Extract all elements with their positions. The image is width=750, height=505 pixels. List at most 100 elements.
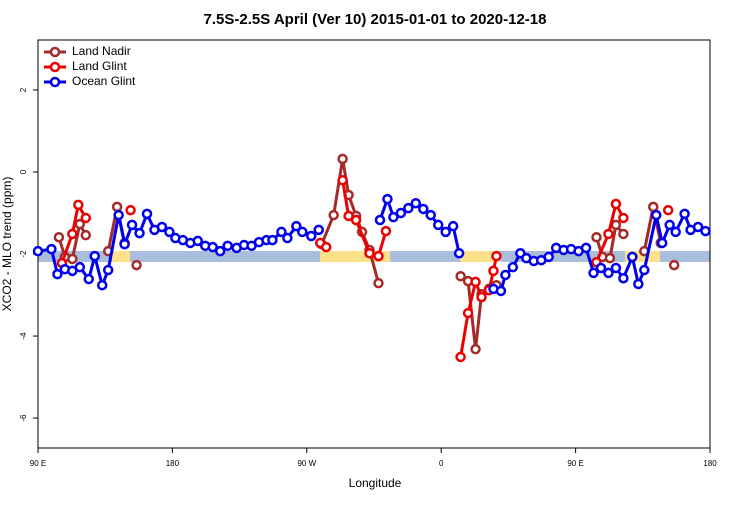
data-point — [664, 219, 675, 231]
data-point — [382, 193, 393, 205]
data-point — [447, 220, 459, 232]
data-point — [164, 226, 175, 238]
data-point — [507, 261, 519, 273]
data-point — [453, 247, 465, 259]
data-point — [425, 209, 436, 221]
data-point — [668, 259, 680, 271]
data-point — [692, 221, 704, 233]
data-point — [588, 267, 599, 279]
data-point — [320, 241, 332, 253]
legend-marker — [49, 76, 61, 88]
data-point — [134, 227, 145, 239]
data-point — [580, 242, 592, 254]
data-point — [618, 272, 629, 284]
data-point — [125, 204, 136, 216]
data-point — [618, 212, 629, 224]
data-point — [648, 201, 659, 213]
data-point — [89, 250, 100, 262]
data-point — [679, 208, 690, 220]
data-point — [476, 291, 487, 303]
data-point — [591, 231, 602, 243]
data-point — [111, 201, 123, 213]
data-point — [610, 219, 622, 231]
data-point — [670, 226, 681, 238]
series-line — [62, 180, 668, 357]
legend-label: Land Glint — [72, 59, 127, 73]
data-point — [639, 264, 650, 276]
x-tick-label: 0 — [439, 459, 444, 468]
data-point — [610, 198, 622, 210]
data-point — [297, 226, 308, 238]
data-point — [52, 268, 63, 280]
reference-band-segment — [320, 251, 390, 262]
x-tick-label: 90 E — [567, 459, 583, 468]
data-point — [53, 231, 65, 243]
data-point — [156, 221, 168, 233]
legend-marker — [49, 61, 61, 73]
data-point — [141, 208, 153, 220]
reference-band-segment — [625, 251, 660, 262]
data-point — [543, 251, 554, 263]
y-tick-label: -4 — [19, 332, 28, 340]
data-point — [455, 351, 466, 363]
data-point — [214, 245, 226, 257]
x-tick-label: 90 W — [297, 459, 316, 468]
data-point — [618, 228, 629, 240]
data-point — [350, 214, 362, 226]
data-point — [388, 211, 399, 223]
data-point — [603, 228, 614, 240]
data-point — [343, 210, 354, 222]
data-point — [418, 203, 429, 215]
data-point — [455, 270, 466, 282]
y-tick-label: -2 — [19, 250, 28, 258]
data-point — [282, 232, 293, 244]
data-point — [32, 245, 44, 257]
y-axis-label: XCO2 - MLO trend (ppm) — [0, 177, 14, 312]
data-point — [395, 207, 407, 219]
data-point — [470, 343, 481, 355]
data-point — [74, 261, 86, 273]
x-axis-label: Longitude — [349, 476, 402, 490]
x-tick-label: 180 — [166, 459, 180, 468]
data-point — [337, 174, 348, 186]
data-point — [328, 209, 339, 221]
data-point — [610, 262, 622, 274]
data-point — [83, 273, 95, 285]
data-point — [80, 212, 92, 224]
data-point — [633, 278, 644, 290]
data-point — [440, 226, 451, 238]
x-tick-label: 180 — [703, 459, 717, 468]
data-point — [337, 153, 348, 165]
data-point — [131, 259, 142, 271]
y-tick-label: -6 — [19, 414, 28, 422]
data-point — [700, 225, 711, 237]
data-point — [432, 219, 444, 231]
legend-label: Ocean Glint — [72, 74, 136, 88]
data-point — [462, 307, 474, 319]
reference-band-segment — [112, 251, 130, 262]
data-point — [102, 264, 114, 276]
data-point — [374, 214, 386, 226]
x-tick-label: 90 E — [30, 459, 46, 468]
data-point — [73, 199, 84, 211]
data-point — [373, 250, 384, 262]
data-point — [380, 225, 392, 237]
plot-frame — [37, 39, 711, 449]
data-point — [662, 204, 674, 216]
data-point — [410, 197, 422, 209]
data-point — [67, 228, 78, 240]
chart-title: 7.5S-2.5S April (Ver 10) 2015-01-01 to 2… — [204, 11, 547, 28]
data-point — [192, 235, 204, 247]
data-point — [96, 279, 108, 291]
data-point — [656, 237, 668, 249]
data-point — [119, 238, 130, 250]
data-point — [604, 252, 616, 264]
y-tick-label: 2 — [19, 87, 28, 92]
data-point — [313, 224, 324, 236]
data-point — [276, 226, 287, 238]
data-point — [403, 202, 414, 214]
data-point — [603, 267, 614, 279]
data-point — [306, 230, 317, 242]
data-point — [595, 262, 607, 274]
